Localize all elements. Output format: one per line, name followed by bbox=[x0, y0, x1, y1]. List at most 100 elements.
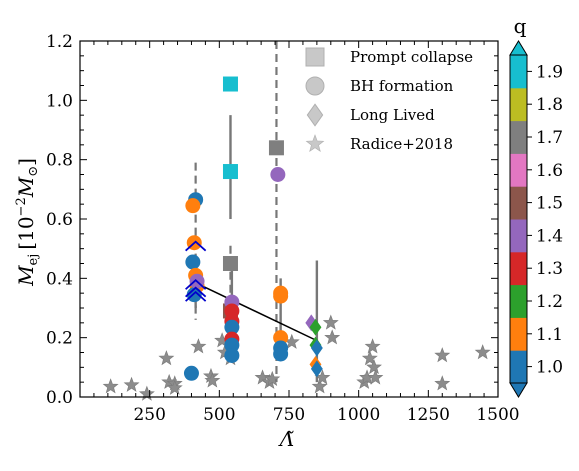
colorbar-segment bbox=[510, 284, 527, 318]
y-tick-label: 1.0 bbox=[46, 91, 73, 111]
radice-star-point bbox=[138, 385, 155, 401]
chevron-marker bbox=[185, 290, 207, 302]
colorbar-frame bbox=[509, 54, 528, 384]
x-tick-label: 1250 bbox=[407, 405, 450, 425]
circle-point bbox=[185, 198, 201, 214]
colorbar-segment bbox=[510, 219, 527, 253]
x-tick-label: 250 bbox=[133, 405, 165, 425]
y-axis-label: Mej[10−2M⊙] bbox=[14, 158, 41, 287]
colorbar-tick-label: 1.9 bbox=[536, 62, 563, 82]
radice-star-point bbox=[166, 379, 183, 395]
radice-star-point bbox=[366, 358, 382, 375]
legend-marker-diamond bbox=[306, 103, 324, 127]
circle-point bbox=[273, 288, 289, 304]
legend-label: Prompt collapse bbox=[350, 48, 473, 66]
radice-star-point bbox=[434, 375, 451, 391]
ylabel-unit-symbol: M bbox=[14, 176, 38, 198]
axes: 250 500 750 1000 1250 1500 0.0 0.2 0.4 0.6 0.8 1.0 1… bbox=[46, 32, 520, 425]
square-point bbox=[222, 76, 238, 92]
circle-point bbox=[224, 337, 240, 353]
x-tick-label: 1500 bbox=[476, 405, 519, 425]
chevron-marker bbox=[185, 240, 207, 252]
legend-marker-circle bbox=[305, 76, 325, 96]
colorbar-tick-label: 1.5 bbox=[536, 194, 563, 214]
circle-point bbox=[185, 254, 201, 270]
y-tick-label: 0.0 bbox=[46, 388, 73, 408]
circle-point bbox=[273, 330, 289, 346]
colorbar-extend-top bbox=[509, 40, 528, 56]
ylabel-unit-close: ] bbox=[14, 158, 38, 166]
colorbar-extend-bottom bbox=[509, 382, 528, 398]
radice-star-point bbox=[190, 338, 207, 354]
legend-label: Radice+2018 bbox=[350, 135, 453, 153]
colorbar-tick-label: 1.8 bbox=[536, 95, 563, 115]
colorbar-tick-label: 1.0 bbox=[536, 358, 563, 378]
colorbar-segment bbox=[510, 317, 527, 351]
legend-marker-square bbox=[305, 47, 325, 67]
circle-point bbox=[224, 303, 240, 319]
fit-line bbox=[195, 282, 318, 342]
colorbar-tick-label: 1.6 bbox=[536, 161, 563, 181]
ylabel-unit-sub: ⊙ bbox=[26, 166, 41, 177]
radice-star-point bbox=[264, 370, 281, 386]
radice-star-point bbox=[254, 369, 271, 385]
ylabel-symbol: M bbox=[14, 265, 38, 287]
radice-star-point bbox=[322, 314, 339, 330]
ylabel-unit-exp: −2 bbox=[14, 197, 29, 216]
colorbar-title: q bbox=[514, 14, 527, 38]
square-point bbox=[222, 256, 238, 271]
chevron-marker bbox=[185, 286, 207, 298]
legend-marker-star bbox=[305, 134, 325, 152]
colorbar-segment bbox=[510, 186, 527, 220]
radice-star-point bbox=[474, 344, 491, 360]
colorbar-tick-label: 1.7 bbox=[536, 128, 563, 148]
circle-point bbox=[270, 167, 286, 182]
legend-label: Long Lived bbox=[350, 106, 435, 124]
radice-star-point bbox=[364, 338, 381, 354]
colorbar-tick-label: 1.4 bbox=[536, 226, 563, 246]
diamond-point bbox=[310, 360, 323, 378]
diamond-point bbox=[309, 318, 322, 336]
colorbar-segment bbox=[510, 251, 527, 286]
radice-star-point bbox=[361, 350, 378, 366]
radice-star-point bbox=[311, 378, 328, 394]
radice-star-point bbox=[123, 376, 140, 392]
radice-star-point bbox=[102, 378, 119, 394]
circle-point bbox=[224, 347, 240, 363]
chevron-marker bbox=[185, 279, 207, 290]
x-tick-label: 1000 bbox=[337, 405, 380, 425]
circle-point bbox=[183, 365, 199, 381]
colorbar-tick-label: 1.1 bbox=[536, 325, 563, 345]
legend: Prompt collapse BH formation Long Lived Rad… bbox=[305, 47, 473, 153]
radice-star-point bbox=[324, 329, 341, 345]
x-tick-label: 750 bbox=[273, 405, 305, 425]
square-point bbox=[222, 164, 238, 180]
diamond-point bbox=[310, 339, 323, 357]
y-tick-label: 1.2 bbox=[46, 32, 73, 52]
ylabel-subscript: ej bbox=[26, 254, 41, 266]
plot-area bbox=[102, 41, 491, 401]
radice-star-point bbox=[434, 347, 451, 363]
y-tick-label: 0.6 bbox=[46, 210, 73, 230]
circle-point bbox=[224, 319, 240, 335]
square-point bbox=[268, 140, 284, 156]
colorbar-segment bbox=[510, 120, 527, 154]
colorbar-segment bbox=[510, 350, 527, 384]
radice-star-point bbox=[367, 369, 384, 385]
colorbar-segment bbox=[510, 55, 527, 89]
colorbar-segment bbox=[510, 87, 527, 122]
colorbar: 1.0 1.1 1.2 1.3 1.4 1.5 1.6 1.7 1.8 1.9 bbox=[509, 40, 563, 398]
x-axis-label: Λ̃ bbox=[278, 427, 294, 451]
legend-label: BH formation bbox=[350, 77, 454, 95]
circle-point bbox=[273, 346, 289, 362]
y-tick-label: 0.4 bbox=[46, 269, 73, 289]
colorbar-segment bbox=[510, 153, 527, 187]
colorbar-tick-label: 1.3 bbox=[536, 259, 563, 279]
radice-star-point bbox=[204, 372, 221, 388]
y-tick-label: 0.8 bbox=[46, 151, 73, 171]
y-tick-label: 0.2 bbox=[46, 329, 73, 349]
colorbar-tick-label: 1.2 bbox=[536, 292, 563, 312]
x-tick-label: 500 bbox=[203, 405, 235, 425]
